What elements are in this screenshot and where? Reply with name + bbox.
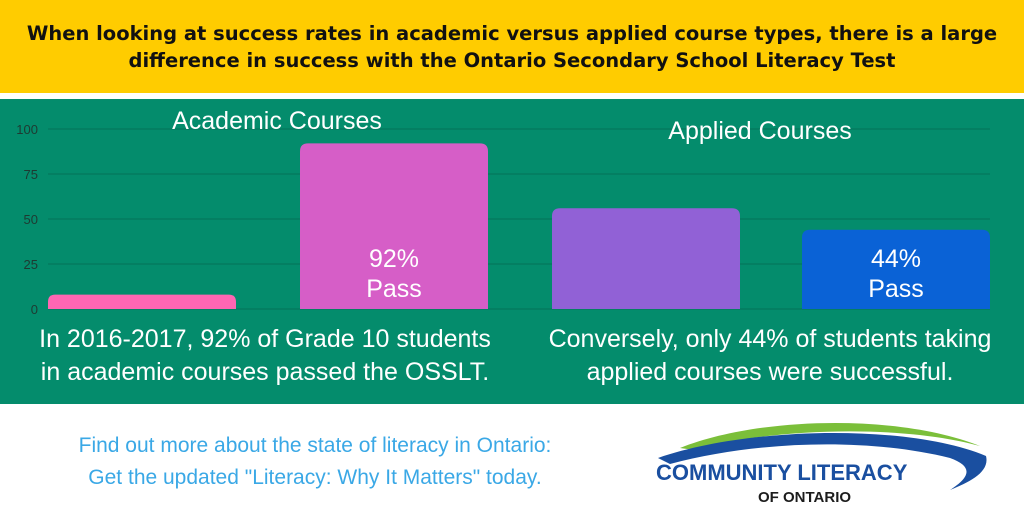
community-literacy-logo: COMMUNITY LITERACY OF ONTARIO [656,422,987,504]
header-banner: When looking at success rates in academi… [0,0,1024,93]
academic-caption: In 2016-2017, 92% of Grade 10 students i… [39,325,491,386]
y-tick-label: 25 [24,257,38,272]
bar [552,208,740,309]
bar [300,143,488,309]
bar-data-label: Pass [868,275,924,303]
y-tick-label: 100 [16,122,38,137]
logo-swoosh-blue [658,432,987,490]
bar [48,294,236,309]
group-label: Academic Courses [172,107,382,135]
footer-line-1: Find out more about the state of literac… [78,434,552,457]
logo-sub: OF ONTARIO [758,489,851,504]
logo-name: COMMUNITY LITERACY [656,460,908,485]
bar-data-label: 44% [871,245,921,273]
footer: Find out more about the state of literac… [0,404,1024,512]
chart-panel: 0 25 50 75 100 92% Pass Academic Courses 44% Pass… [0,99,1024,404]
bar [802,229,990,309]
logo-swoosh-green [680,422,980,450]
applied-caption: Conversely, only 44% of students taking … [548,325,992,386]
divider-stripe [0,93,1024,99]
headline: When looking at success rates in academi… [26,21,998,72]
footer-line-2: Get the updated "Literacy: Why It Matter… [88,466,542,489]
y-tick-label: 0 [31,302,38,317]
bar-data-label: Pass [366,275,422,303]
group-label: Applied Courses [668,117,851,145]
y-tick-label: 75 [24,167,38,182]
y-tick-label: 50 [24,212,38,227]
bar-data-label: 92% [369,245,419,273]
